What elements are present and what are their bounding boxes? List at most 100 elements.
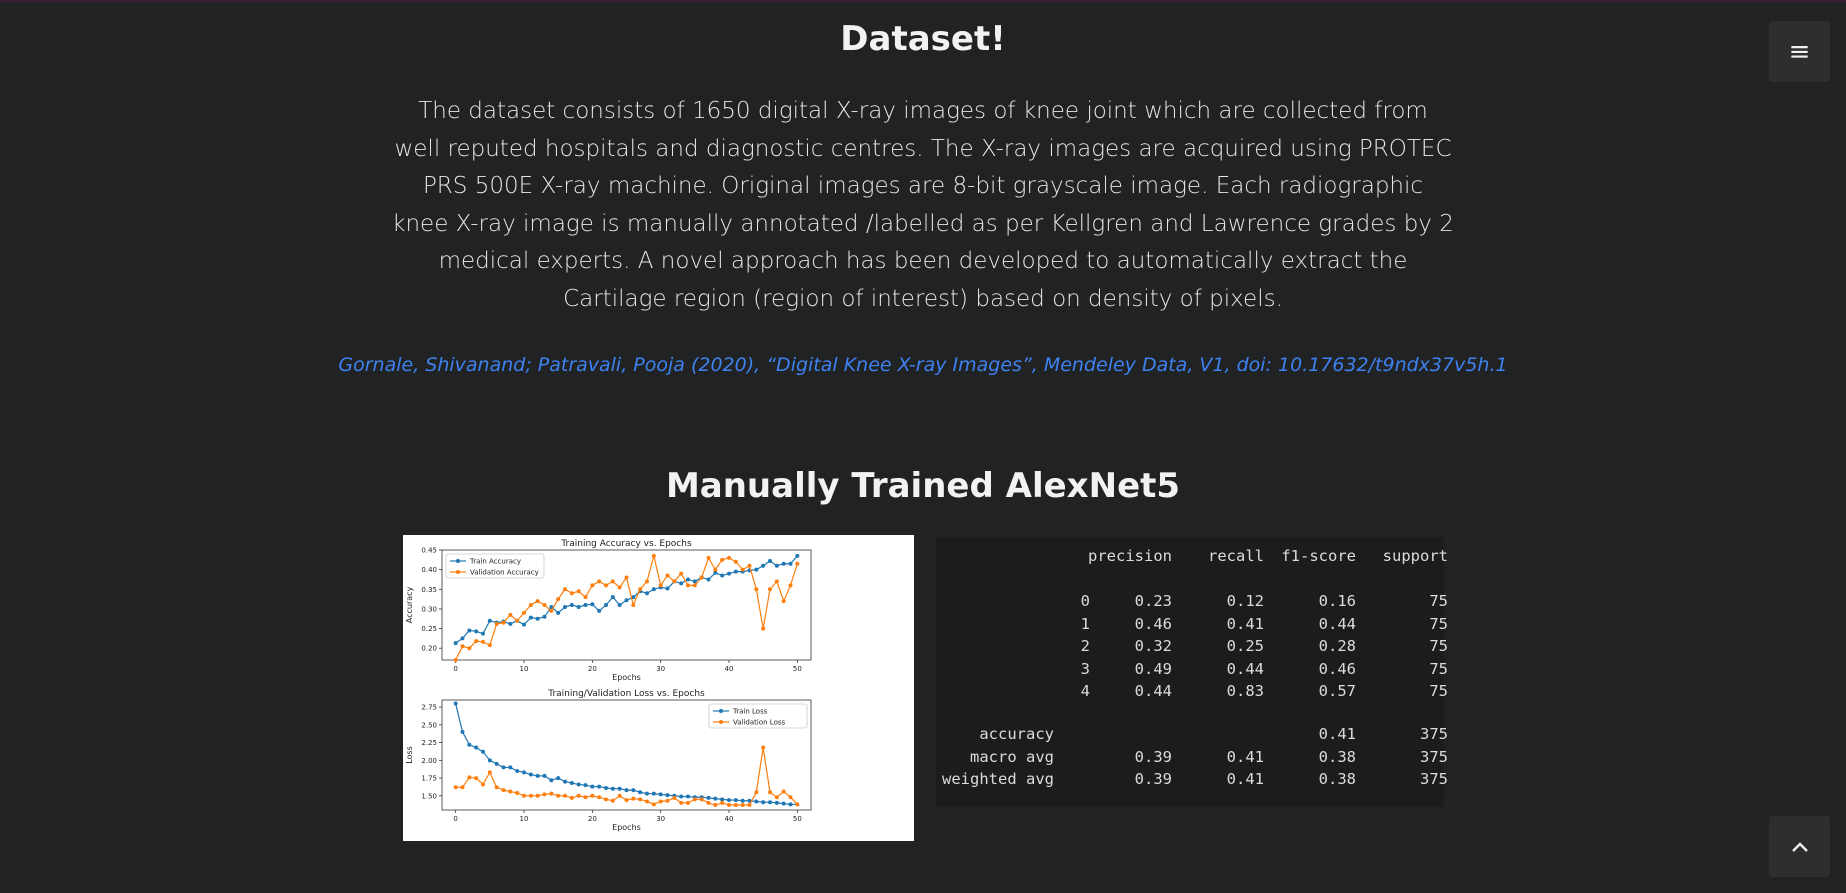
data-point (713, 796, 718, 801)
data-point (576, 782, 581, 787)
data-point (501, 788, 506, 793)
data-point (590, 602, 595, 607)
data-point (658, 799, 663, 804)
data-point (781, 599, 786, 604)
y-tick-label: 2.75 (421, 704, 437, 712)
data-point (460, 785, 465, 790)
menu-button[interactable]: ≡ (1769, 21, 1830, 82)
data-point (692, 579, 697, 584)
legend-box (445, 553, 545, 579)
data-point (645, 791, 649, 796)
data-point (569, 603, 574, 607)
y-tick-label: 1.50 (421, 792, 437, 800)
data-point (522, 610, 526, 615)
data-point (583, 795, 588, 800)
dataset-citation-link[interactable]: Gornale, Shivanand; Patravali, Pooja (20… (338, 354, 1508, 376)
data-point (774, 800, 779, 805)
data-point (576, 604, 581, 609)
data-point (740, 567, 745, 572)
y-tick-label: 0.35 (421, 586, 437, 594)
x-tick-label: 40 (725, 665, 734, 673)
data-point (508, 789, 513, 794)
data-point (706, 555, 711, 560)
report-cell: 75 (1429, 614, 1448, 633)
data-point (761, 626, 766, 631)
data-point (781, 561, 786, 566)
report-cell: 0.32 (1134, 637, 1172, 656)
data-point (658, 583, 663, 588)
data-point (515, 618, 520, 623)
report-cell: macro avg (970, 747, 1054, 766)
data-point (542, 614, 547, 619)
data-point (508, 765, 513, 770)
data-point (699, 797, 704, 802)
data-point (706, 577, 711, 582)
model-title: Manually Trained AlexNet5 (665, 466, 1181, 506)
data-point (679, 571, 684, 576)
top-border (0, 0, 1846, 2)
data-point (583, 603, 588, 607)
data-point (569, 795, 574, 800)
report-cell: 0.46 (1318, 659, 1356, 678)
report-cell: recall (1208, 547, 1264, 565)
data-point (713, 803, 718, 808)
data-point (672, 795, 677, 800)
data-point (686, 577, 690, 582)
data-point (617, 603, 622, 607)
data-point (563, 793, 567, 798)
report-cell: 0.41 (1318, 725, 1356, 743)
report-cell: 75 (1429, 637, 1448, 656)
data-point (597, 608, 602, 613)
report-cell: 375 (1420, 725, 1448, 743)
data-point (720, 557, 725, 562)
data-point (590, 583, 595, 588)
data-point (713, 567, 718, 572)
y-tick-label: 0.30 (421, 605, 437, 613)
dataset-title: Dataset! (840, 19, 1006, 59)
data-point (535, 599, 540, 604)
data-point (761, 563, 766, 568)
data-point (686, 800, 690, 805)
data-point (733, 803, 738, 808)
report-cell: 0.39 (1134, 747, 1172, 766)
data-point (535, 616, 540, 621)
data-point (740, 803, 745, 808)
x-tick-label: 30 (656, 665, 665, 673)
report-cell: 1 (1080, 614, 1090, 633)
y-axis-label: Loss (405, 746, 414, 764)
data-point (501, 765, 506, 770)
data-point (768, 559, 772, 563)
scroll-to-top-button[interactable] (1769, 816, 1830, 877)
data-point (597, 795, 602, 800)
data-point (556, 597, 561, 602)
data-point (720, 800, 725, 805)
data-point (754, 799, 759, 804)
data-point (542, 792, 547, 797)
data-point (494, 761, 499, 766)
data-point (556, 793, 561, 798)
data-point (549, 604, 554, 609)
data-point (501, 620, 506, 625)
data-point (727, 571, 731, 576)
data-point (665, 586, 670, 591)
data-point (481, 631, 485, 636)
report-cell: 0.38 (1318, 770, 1356, 789)
report-cell: 2 (1080, 637, 1090, 656)
data-point (768, 790, 772, 795)
data-point (774, 579, 779, 584)
data-point (631, 796, 636, 801)
report-cell: 0 (1080, 592, 1090, 610)
data-point (549, 778, 554, 783)
report-class-row: 0 0.23 0.12 0.16 75 (936, 592, 1448, 614)
legend-marker (719, 720, 723, 724)
x-tick-label: 30 (656, 815, 665, 823)
report-header-row: precision recall f1-score support (936, 547, 1448, 569)
data-point (631, 595, 636, 600)
report-cell: precision (1088, 547, 1172, 565)
data-point (604, 583, 608, 588)
data-point (747, 563, 752, 568)
data-point (563, 779, 567, 784)
data-point (487, 643, 492, 648)
data-point (774, 795, 779, 800)
data-point (638, 790, 643, 795)
